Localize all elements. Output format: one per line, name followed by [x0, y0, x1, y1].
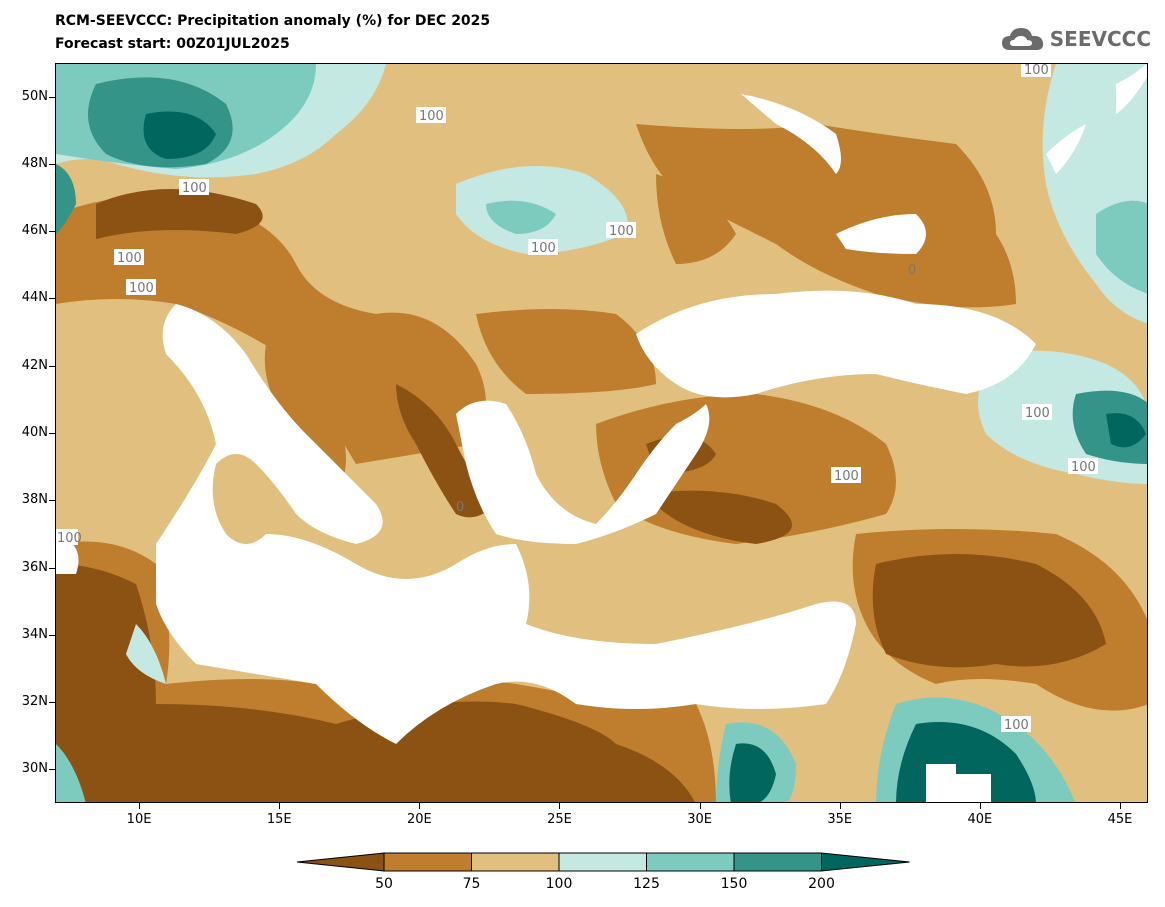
colorbar-label: 200 [808, 876, 835, 892]
colorbar-segment [733, 852, 822, 872]
contour-label: 100 [57, 531, 82, 546]
x-tick-label: 45E [1107, 812, 1133, 827]
y-tick-label: 32N [21, 694, 48, 710]
colorbar [296, 852, 910, 872]
y-tick [49, 567, 55, 569]
y-tick [49, 96, 55, 98]
x-tick-label: 15E [266, 812, 292, 827]
y-tick [49, 702, 55, 704]
x-tick-label: 40E [967, 812, 993, 827]
x-tick-label: 20E [406, 812, 432, 827]
y-tick-label: 30N [21, 761, 48, 777]
y-tick [49, 163, 55, 165]
contour-label: 0 [908, 263, 916, 278]
contour-label: 100 [1024, 64, 1049, 78]
y-tick-label: 46N [21, 223, 48, 239]
logo-text: SEEVCCC [1049, 27, 1151, 51]
x-tick [839, 803, 841, 809]
y-tick-label: 44N [21, 290, 48, 306]
colorbar-label: 150 [720, 876, 748, 892]
y-tick [49, 231, 55, 233]
colorbar-label: 75 [462, 876, 481, 892]
x-tick-label: 30E [687, 812, 712, 827]
y-tick-label: 48N [21, 155, 48, 171]
x-tick-label: 10E [126, 812, 152, 827]
contour-label: 100 [419, 109, 444, 124]
seevccc-logo: SEEVCCC [1000, 24, 1151, 54]
contour-label: 100 [1025, 406, 1050, 421]
y-tick-label: 36N [21, 559, 48, 575]
colorbar-label: 100 [545, 876, 573, 892]
colorbar-segment [471, 852, 560, 872]
y-tick [49, 433, 55, 434]
y-tick-label: 40N [21, 425, 48, 440]
contour-label: 100 [117, 251, 142, 266]
colorbar-segment [383, 852, 472, 872]
colorbar-label: 125 [633, 876, 660, 892]
contour-label: 100 [609, 224, 634, 239]
contour-label: 100 [1071, 460, 1096, 475]
x-tick [1119, 803, 1121, 809]
contour-label: 100 [531, 241, 556, 256]
colorbar-label: 50 [375, 876, 393, 892]
cloud-icon [1001, 28, 1043, 50]
colorbar-segment [821, 852, 910, 872]
colorbar-segment [558, 852, 647, 872]
x-tick [699, 803, 701, 809]
x-tick [559, 803, 561, 809]
contour-label: 100 [182, 181, 207, 196]
x-tick [979, 803, 981, 809]
x-tick-label: 25E [547, 812, 572, 827]
colorbar-segment [646, 852, 735, 872]
y-tick-label: 38N [21, 492, 48, 508]
y-tick [49, 634, 55, 636]
y-tick-label: 42N [21, 357, 48, 373]
contour-label: 0 [456, 500, 464, 515]
y-tick [49, 769, 55, 771]
colorbar-segment [296, 852, 385, 872]
anomaly-map: 100 100 100 100 100 100 100 100 100 100 … [56, 64, 1147, 802]
map-title: RCM-SEEVCCC: Precipitation anomaly (%) f… [55, 13, 491, 29]
x-tick-label: 35E [827, 812, 853, 827]
contour-label: 100 [834, 469, 859, 484]
x-tick [419, 803, 421, 809]
contour-label: 100 [129, 281, 154, 296]
y-tick [49, 365, 55, 367]
y-tick-label: 50N [21, 88, 48, 104]
y-tick-label: 34N [21, 626, 48, 642]
y-tick [49, 500, 55, 502]
contour-label: 100 [1004, 718, 1029, 733]
map-area: 100 100 100 100 100 100 100 100 100 100 … [55, 63, 1148, 803]
y-tick [49, 298, 55, 300]
map-subtitle: Forecast start: 00Z01JUL2025 [55, 36, 290, 52]
x-tick [279, 803, 281, 809]
x-tick [139, 803, 141, 809]
